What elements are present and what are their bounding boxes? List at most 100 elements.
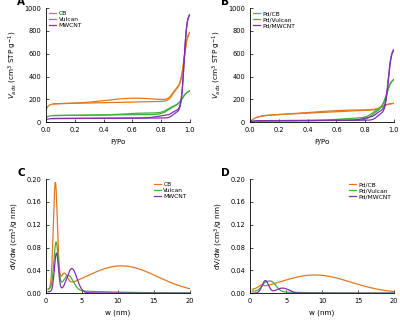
Vulcan bbox=[188, 291, 192, 295]
Pd/CB bbox=[334, 276, 338, 280]
Vulcan bbox=[44, 116, 48, 120]
CB bbox=[46, 288, 50, 292]
Line: CB: CB bbox=[48, 182, 190, 290]
Pd/MWCNT bbox=[369, 118, 374, 122]
Pd/MWCNT bbox=[333, 119, 338, 122]
Line: Pd/MWCNT: Pd/MWCNT bbox=[252, 281, 394, 293]
CB bbox=[53, 180, 58, 184]
Vulcan bbox=[129, 113, 134, 117]
CB bbox=[129, 100, 134, 104]
Pd/Vulcan bbox=[345, 291, 350, 295]
CB bbox=[188, 287, 192, 291]
MWCNT bbox=[44, 118, 48, 122]
Pd/CB bbox=[275, 281, 280, 284]
Legend: CB, Vulcan, MWCNT: CB, Vulcan, MWCNT bbox=[49, 11, 82, 29]
MWCNT bbox=[54, 251, 59, 255]
Pd/CB bbox=[333, 110, 338, 114]
Line: Pd/MWCNT: Pd/MWCNT bbox=[250, 50, 394, 122]
CB bbox=[110, 265, 115, 269]
CB bbox=[140, 268, 145, 272]
Pd/CB bbox=[369, 108, 374, 112]
Text: C: C bbox=[17, 168, 25, 178]
Pd/CB bbox=[314, 273, 319, 277]
Pd/Vulcan bbox=[334, 291, 338, 295]
MWCNT bbox=[187, 13, 192, 17]
Pd/CB bbox=[345, 279, 350, 283]
Y-axis label: dV/dw (cm$^{3}$/g nm): dV/dw (cm$^{3}$/g nm) bbox=[8, 202, 21, 270]
Pd/MWCNT bbox=[392, 48, 396, 52]
Pd/Vulcan bbox=[275, 286, 280, 290]
MWCNT bbox=[44, 118, 49, 122]
Pd/CB bbox=[333, 110, 338, 114]
Line: Pd/CB: Pd/CB bbox=[250, 103, 394, 122]
Pd/MWCNT bbox=[333, 119, 338, 122]
Y-axis label: dV/dw (cm$^{3}$/g nm): dV/dw (cm$^{3}$/g nm) bbox=[213, 202, 225, 270]
CB bbox=[132, 100, 136, 104]
Pd/MWCNT bbox=[345, 291, 350, 295]
Pd/MWCNT bbox=[336, 119, 340, 122]
Y-axis label: $V_{ads}$ (cm$^{3}$ STP g$^{-1}$): $V_{ads}$ (cm$^{3}$ STP g$^{-1}$) bbox=[6, 31, 19, 99]
MWCNT bbox=[130, 291, 134, 295]
Pd/Vulcan bbox=[287, 290, 292, 294]
Pd/MWCNT bbox=[248, 120, 253, 123]
X-axis label: P/Po: P/Po bbox=[110, 139, 126, 145]
Pd/MWCNT bbox=[392, 291, 396, 295]
Legend: Pd/CB, Pd/Vulcan, Pd/MWCNT: Pd/CB, Pd/Vulcan, Pd/MWCNT bbox=[253, 11, 296, 29]
Legend: CB, Vulcan, MWCNT: CB, Vulcan, MWCNT bbox=[154, 182, 187, 200]
Pd/CB bbox=[378, 106, 383, 110]
Pd/Vulcan bbox=[333, 119, 338, 122]
Pd/Vulcan bbox=[369, 114, 374, 118]
Pd/MWCNT bbox=[275, 287, 280, 291]
Y-axis label: $V_{ads}$ (cm$^{3}$ STP g$^{-1}$): $V_{ads}$ (cm$^{3}$ STP g$^{-1}$) bbox=[211, 31, 223, 99]
Pd/Vulcan bbox=[267, 279, 272, 283]
Pd/CB bbox=[357, 283, 362, 287]
CB bbox=[129, 100, 134, 104]
Pd/CB bbox=[250, 287, 255, 291]
Vulcan bbox=[130, 290, 134, 294]
X-axis label: P/Po: P/Po bbox=[314, 139, 330, 145]
Pd/Vulcan bbox=[392, 291, 396, 295]
Vulcan bbox=[110, 290, 115, 294]
Pd/MWCNT bbox=[334, 291, 338, 295]
Text: A: A bbox=[17, 0, 25, 7]
Vulcan bbox=[153, 291, 158, 295]
Pd/MWCNT bbox=[250, 291, 255, 295]
Pd/MWCNT bbox=[314, 291, 319, 295]
Vulcan bbox=[165, 109, 170, 113]
Line: CB: CB bbox=[46, 33, 190, 110]
Pd/CB bbox=[392, 101, 396, 105]
Pd/Vulcan bbox=[248, 120, 253, 124]
Vulcan bbox=[46, 287, 50, 291]
CB bbox=[82, 275, 87, 279]
Line: Pd/Vulcan: Pd/Vulcan bbox=[252, 281, 394, 293]
Pd/CB bbox=[248, 119, 253, 123]
CB bbox=[153, 273, 158, 277]
CB bbox=[165, 98, 170, 102]
MWCNT bbox=[46, 290, 50, 294]
Line: Vulcan: Vulcan bbox=[46, 91, 190, 118]
Line: Pd/CB: Pd/CB bbox=[252, 275, 394, 292]
X-axis label: w (nm): w (nm) bbox=[105, 310, 130, 316]
Vulcan bbox=[132, 113, 136, 117]
Line: Vulcan: Vulcan bbox=[48, 242, 190, 293]
Pd/CB bbox=[313, 273, 318, 277]
Pd/MWCNT bbox=[263, 279, 268, 283]
Text: D: D bbox=[222, 168, 230, 178]
CB bbox=[130, 265, 134, 269]
CB bbox=[174, 87, 179, 91]
Line: Pd/Vulcan: Pd/Vulcan bbox=[250, 80, 394, 122]
X-axis label: w (nm): w (nm) bbox=[310, 310, 335, 316]
MWCNT bbox=[188, 291, 192, 295]
Pd/Vulcan bbox=[314, 291, 319, 295]
CB bbox=[44, 107, 49, 110]
Text: B: B bbox=[222, 0, 230, 7]
Pd/Vulcan bbox=[357, 291, 362, 295]
Pd/CB bbox=[248, 120, 253, 123]
MWCNT bbox=[165, 116, 170, 120]
Vulcan bbox=[82, 289, 87, 293]
Pd/MWCNT bbox=[357, 291, 362, 295]
Line: MWCNT: MWCNT bbox=[48, 253, 190, 293]
Pd/Vulcan bbox=[392, 78, 396, 82]
CB bbox=[187, 31, 192, 35]
MWCNT bbox=[82, 290, 87, 294]
